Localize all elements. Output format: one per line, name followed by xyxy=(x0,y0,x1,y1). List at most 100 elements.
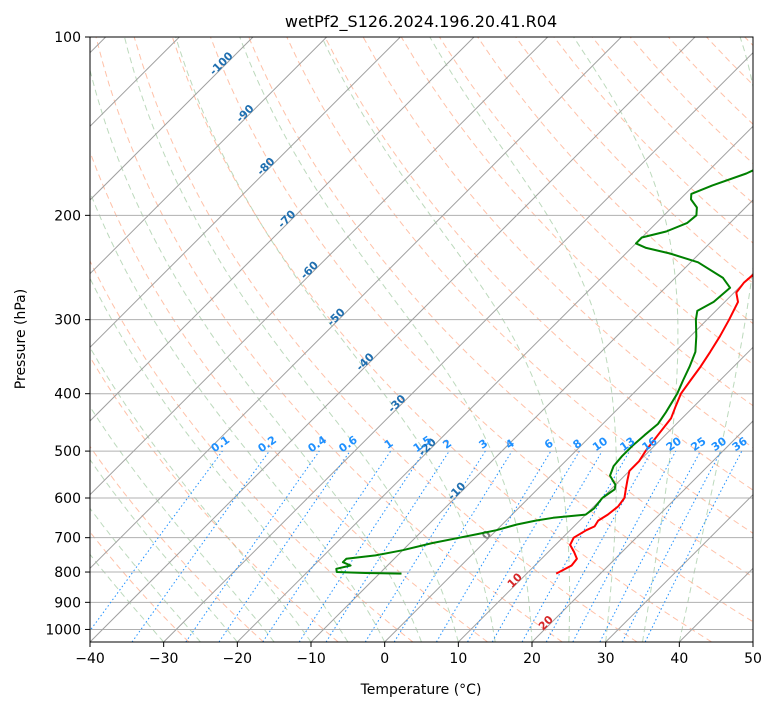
dewpoint-profile-line xyxy=(335,169,753,575)
x-tick-label: 30 xyxy=(597,651,615,667)
mixing-ratio-label: 0.4 xyxy=(306,433,330,455)
dry-adiabat-line xyxy=(95,37,563,642)
y-tick-label: 100 xyxy=(54,30,81,46)
y-tick-label: 400 xyxy=(54,387,81,403)
isotherm-line xyxy=(90,37,254,201)
moist-adiabat-line xyxy=(90,277,349,642)
isotherm-label: -50 xyxy=(325,305,348,328)
isotherm-line xyxy=(90,37,475,422)
mixing-ratio-label: 2 xyxy=(440,437,454,452)
moist-adiabat-line xyxy=(90,190,386,642)
moist-adiabat-line xyxy=(90,507,201,642)
isotherm-line xyxy=(90,37,622,570)
dry-adiabat-line xyxy=(210,37,753,623)
dry-adiabat-line xyxy=(90,356,339,642)
dry-adiabat-line xyxy=(248,37,753,578)
isotherm-line xyxy=(752,641,753,642)
x-tick-label: −40 xyxy=(75,651,105,667)
mixing-ratio-label: 0.1 xyxy=(209,433,232,455)
x-tick-label: 10 xyxy=(449,651,467,667)
dry-adiabat-line xyxy=(90,259,414,642)
dry-adiabat-line xyxy=(744,37,753,47)
x-tick-label: −10 xyxy=(296,651,326,667)
mixing-ratio-labels: 0.1 0.2 0.4 0.6 1 1.5 2 3 4 6 8 10 13 16 20 25 30 36 xyxy=(209,433,750,455)
moist-adiabat-line xyxy=(239,37,533,642)
mixing-ratio-line xyxy=(467,450,580,642)
y-tick-label: 700 xyxy=(54,531,81,547)
x-tick-label: −30 xyxy=(149,651,179,667)
moist-adiabats xyxy=(90,37,753,642)
mixing-ratio-line xyxy=(325,450,450,642)
moist-adiabat-line xyxy=(90,68,422,642)
mixing-ratio-line xyxy=(131,450,270,642)
moist-adiabat-line xyxy=(90,553,165,642)
dry-adiabat-line xyxy=(668,37,753,125)
mixing-ratio-line xyxy=(545,450,653,642)
dry-adiabat-line xyxy=(90,445,264,642)
chart-title: wetPf2_S126.2024.196.20.41.R04 xyxy=(285,12,557,32)
mixing-ratio-lines xyxy=(90,450,743,642)
moist-adiabat-line xyxy=(678,37,753,642)
dry-adiabat-line xyxy=(553,37,753,244)
y-tick-label: 200 xyxy=(54,208,81,224)
isotherm-label: 30 xyxy=(565,657,585,677)
isotherm-line xyxy=(605,493,753,642)
mixing-ratio-line xyxy=(644,450,743,642)
isotherm-label: -100 xyxy=(207,49,236,78)
isotherm-line xyxy=(457,346,753,642)
isotherm-line xyxy=(90,37,696,642)
isotherm-label: 40 xyxy=(595,701,615,708)
isotherm-line xyxy=(310,199,753,642)
mixing-ratio-line xyxy=(521,450,630,642)
dry-adiabat-line xyxy=(515,37,753,284)
mixing-ratio-line xyxy=(218,450,351,642)
dry-adiabat-line xyxy=(286,37,753,534)
mixing-ratio-line xyxy=(599,450,701,642)
mixing-ratio-line xyxy=(262,450,392,642)
moist-adiabat-line xyxy=(321,37,571,642)
mixing-ratio-label: 6 xyxy=(542,437,556,452)
mixing-ratio-line xyxy=(435,450,552,642)
mixing-ratio-line xyxy=(364,450,486,642)
isotherm-line xyxy=(384,272,753,642)
moist-adiabat-line xyxy=(90,346,312,642)
isotherm-label: 10 xyxy=(505,570,525,590)
mixing-ratio-label: 4 xyxy=(503,436,517,451)
isotherm-label: -10 xyxy=(445,479,468,502)
plot-frame xyxy=(89,36,754,643)
x-tick-label: −20 xyxy=(223,651,253,667)
x-tick-label: 20 xyxy=(523,651,541,667)
isotherm-line xyxy=(163,51,753,642)
temperature-profile-line xyxy=(555,273,753,575)
x-tick-label: 50 xyxy=(744,651,762,667)
y-tick-label: 300 xyxy=(54,313,81,329)
isotherm-line xyxy=(236,125,753,642)
isotherm-line xyxy=(90,37,549,496)
isotherm-label: -60 xyxy=(298,258,321,281)
x-axis-label: Temperature (°C) xyxy=(360,682,482,698)
profile-series xyxy=(335,169,753,575)
isotherm-line xyxy=(531,420,753,642)
isotherm-line xyxy=(90,37,401,349)
y-tick-label: 600 xyxy=(54,491,81,507)
y-axis-ticks: 100 200 300 400 500 600 700 800 900 1000 xyxy=(45,30,90,638)
moist-adiabat-line xyxy=(90,458,238,642)
y-tick-label: 800 xyxy=(54,565,81,581)
x-tick-label: 40 xyxy=(670,651,688,667)
moist-adiabat-line xyxy=(90,405,275,642)
moist-adiabat-line xyxy=(573,37,679,642)
moist-adiabat-line xyxy=(429,37,617,642)
y-axis-label: Pressure (hPa) xyxy=(13,289,29,389)
isotherm-label: -80 xyxy=(254,155,277,178)
dry-adiabat-line xyxy=(133,37,638,642)
dry-adiabat-line xyxy=(324,37,753,491)
y-tick-label: 500 xyxy=(54,444,81,460)
isotherm-label: 20 xyxy=(536,613,556,633)
mixing-ratio-line xyxy=(572,450,677,642)
dry-adiabat-line xyxy=(90,150,488,642)
mixing-ratio-line xyxy=(185,450,320,642)
mixing-ratio-line xyxy=(298,450,425,642)
mixing-ratio-line xyxy=(90,450,223,632)
